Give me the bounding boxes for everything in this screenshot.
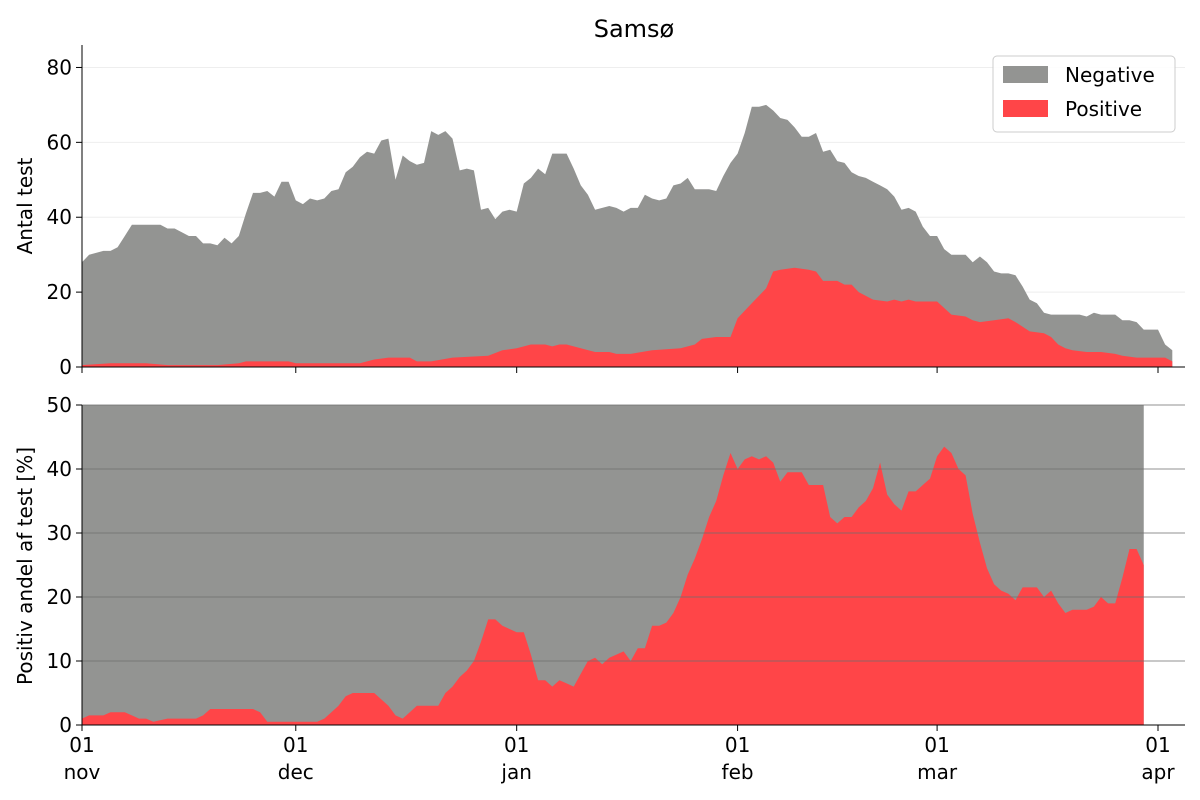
- x-tick-label-month: nov: [64, 760, 101, 784]
- legend-label-negative: Negative: [1065, 63, 1155, 87]
- panel-1-axes: [81, 45, 1185, 368]
- y-tick-label: 80: [47, 55, 72, 79]
- panel-1-y-axis-label: Antal test: [13, 157, 37, 254]
- legend-swatch-negative: [1003, 66, 1048, 83]
- panel-1-y-ticks: 0 20 40 60 80: [47, 55, 82, 379]
- x-tick-label-day: 01: [504, 733, 529, 757]
- y-tick-label: 10: [47, 649, 72, 673]
- y-tick-label: 0: [59, 713, 72, 737]
- y-tick-label: 20: [47, 280, 72, 304]
- chart-title: Samsø: [594, 15, 675, 43]
- legend: Negative Positive: [992, 55, 1176, 133]
- panel-positive-share: 0 10 20 30 40 50 01 nov 01 dec 01 jan 01 feb 01 mar 01 a…: [13, 393, 1185, 784]
- panel-2-y-ticks: 0 10 20 30 40 50: [47, 393, 82, 737]
- x-tick-label-month: mar: [917, 760, 958, 784]
- panel-2-x-ticks: 01 nov 01 dec 01 jan 01 feb 01 mar 01 apr: [64, 725, 1175, 784]
- x-tick-label-day: 01: [69, 733, 94, 757]
- panel-2-axes: [81, 405, 1185, 726]
- x-tick-label-month: feb: [722, 760, 754, 784]
- series-area-positive-share: [82, 446, 1144, 725]
- panel-2-y-axis-label: Positiv andel af test [%]: [13, 447, 37, 685]
- series-area-positive: [82, 267, 1173, 367]
- x-tick-label-month: jan: [500, 760, 532, 784]
- panel-2-gridlines: [82, 404, 1185, 662]
- x-tick-label-month: dec: [278, 760, 314, 784]
- legend-label-positive: Positive: [1065, 97, 1142, 121]
- y-tick-label: 60: [47, 130, 72, 154]
- y-tick-label: 40: [47, 205, 72, 229]
- y-tick-label: 0: [59, 355, 72, 379]
- x-tick-label-day: 01: [924, 733, 949, 757]
- panel-test-counts: 0 20 40 60 80 Antal test Negative Positive: [13, 45, 1185, 379]
- legend-swatch-positive: [1003, 100, 1048, 117]
- y-tick-label: 20: [47, 585, 72, 609]
- x-tick-label-month: apr: [1141, 760, 1175, 784]
- x-tick-label-day: 01: [1145, 733, 1170, 757]
- panel-1-x-ticks: [81, 367, 1159, 373]
- y-tick-label: 50: [47, 393, 72, 417]
- x-tick-label-day: 01: [283, 733, 308, 757]
- y-tick-label: 30: [47, 521, 72, 545]
- y-tick-label: 40: [47, 457, 72, 481]
- x-tick-label-day: 01: [725, 733, 750, 757]
